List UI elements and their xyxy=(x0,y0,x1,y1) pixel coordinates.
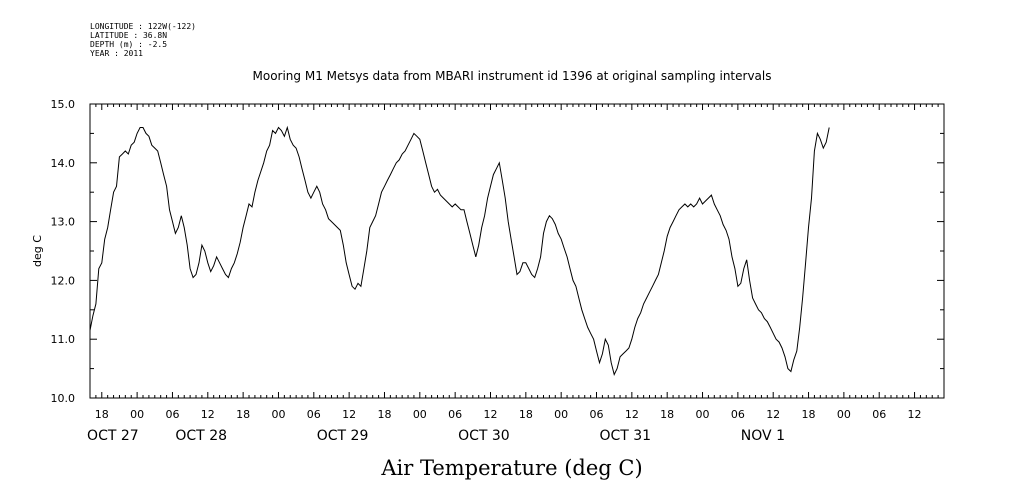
x-tick-label: 18 xyxy=(95,408,109,421)
y-axis-label: deg C xyxy=(31,235,44,267)
chart-title: Mooring M1 Metsys data from MBARI instru… xyxy=(253,69,772,83)
x-tick-label: 00 xyxy=(413,408,427,421)
y-tick-label: 11.0 xyxy=(51,333,76,346)
x-tick-label: 18 xyxy=(802,408,816,421)
x-tick-label: 06 xyxy=(165,408,179,421)
x-tick-label: 06 xyxy=(590,408,604,421)
x-tick-label: 18 xyxy=(660,408,674,421)
latitude-text: LATITUDE : 36.8N xyxy=(90,31,167,40)
x-tick-labels: 18 00 06 12 18 00 06 12 18 00 06 12 18 00 06 12 18 00 06 12… xyxy=(95,408,922,421)
y-tick-label: 15.0 xyxy=(51,98,76,111)
day-label: NOV 1 xyxy=(741,428,785,444)
y-tick-label: 14.0 xyxy=(51,157,76,170)
axis-ticks xyxy=(89,103,945,399)
x-tick-label: 12 xyxy=(483,408,497,421)
metadata-block: LONGITUDE : 122W(-122) LATITUDE : 36.8N … xyxy=(90,22,196,58)
temperature-series-line xyxy=(89,125,830,376)
y-tick-label: 10.0 xyxy=(51,392,76,405)
x-axis-label: Air Temperature (deg C) xyxy=(380,456,642,480)
depth-text: DEPTH (m) : -2.5 xyxy=(90,40,167,49)
x-tick-label: 00 xyxy=(696,408,710,421)
x-tick-label: 12 xyxy=(342,408,356,421)
x-tick-label: 12 xyxy=(625,408,639,421)
day-label: OCT 31 xyxy=(599,428,651,444)
x-tick-label: 06 xyxy=(307,408,321,421)
x-tick-label: 00 xyxy=(130,408,144,421)
x-tick-label: 12 xyxy=(766,408,780,421)
y-tick-label: 12.0 xyxy=(51,274,76,287)
year-text: YEAR : 2011 xyxy=(90,49,143,58)
plot-frame xyxy=(89,103,945,399)
day-label: OCT 30 xyxy=(458,428,510,444)
day-label: OCT 29 xyxy=(317,428,369,444)
x-tick-label: 12 xyxy=(908,408,922,421)
x-tick-label: 06 xyxy=(731,408,745,421)
day-label: OCT 28 xyxy=(175,428,227,444)
x-tick-label: 00 xyxy=(271,408,285,421)
x-tick-label: 18 xyxy=(236,408,250,421)
longitude-text: LONGITUDE : 122W(-122) xyxy=(90,22,196,31)
x-tick-label: 00 xyxy=(554,408,568,421)
x-tick-label: 06 xyxy=(872,408,886,421)
day-label: OCT 27 xyxy=(87,428,139,444)
y-tick-labels: 10.0 11.0 12.0 13.0 14.0 15.0 xyxy=(51,98,76,405)
x-tick-label: 18 xyxy=(519,408,533,421)
y-tick-label: 13.0 xyxy=(51,216,76,229)
day-labels: OCT 27 OCT 28 OCT 29 OCT 30 OCT 31 NOV 1 xyxy=(87,428,785,444)
x-tick-label: 18 xyxy=(377,408,391,421)
x-tick-label: 00 xyxy=(837,408,851,421)
x-tick-label: 12 xyxy=(201,408,215,421)
x-tick-label: 06 xyxy=(448,408,462,421)
